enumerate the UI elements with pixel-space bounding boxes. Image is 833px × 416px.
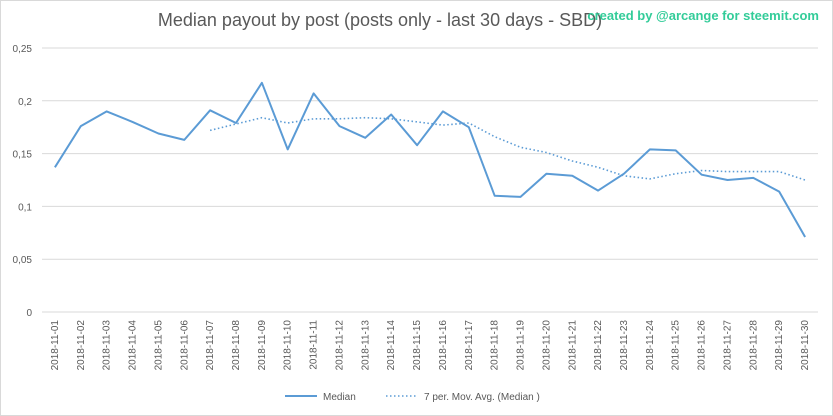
x-tick-label: 2018-11-13 (360, 320, 371, 371)
x-tick-label: 2018-11-12 (334, 320, 345, 371)
x-tick-label: 2018-11-01 (50, 320, 61, 371)
x-tick-label: 2018-11-20 (541, 320, 552, 371)
legend-label: 7 per. Mov. Avg. (Median ) (424, 392, 540, 403)
y-tick-label: 0,15 (13, 150, 33, 161)
x-tick-label: 2018-11-25 (671, 320, 682, 371)
x-tick-label: 2018-11-29 (774, 320, 785, 371)
y-tick-label: 0,1 (18, 202, 32, 213)
y-tick-label: 0,2 (18, 97, 32, 108)
x-tick-label: 2018-11-23 (619, 320, 630, 371)
x-tick-label: 2018-11-17 (464, 320, 475, 371)
x-tick-label: 2018-11-18 (490, 320, 501, 371)
x-tick-label: 2018-11-15 (412, 320, 423, 371)
x-tick-label: 2018-11-27 (722, 320, 733, 371)
chart-title: Median payout by post (posts only - last… (157, 10, 603, 30)
x-tick-label: 2018-11-21 (567, 320, 578, 371)
grid-lines (42, 47, 818, 313)
x-tick-label: 2018-11-24 (645, 320, 656, 371)
x-tick-label: 2018-11-07 (205, 320, 216, 371)
x-tick-label: 2018-11-09 (257, 320, 268, 371)
x-tick-label: 2018-11-03 (102, 320, 113, 371)
y-tick-label: 0,25 (13, 44, 33, 55)
x-tick-label: 2018-11-26 (697, 320, 708, 371)
y-tick-label: 0 (26, 308, 32, 319)
legend-label: Median (323, 392, 356, 403)
x-tick-label: 2018-11-04 (128, 320, 139, 371)
x-tick-label: 2018-11-11 (309, 320, 320, 370)
legend: Median 7 per. Mov. Avg. (Median ) (285, 392, 540, 403)
credit-text: created by @arcange for steemit.com (587, 8, 819, 23)
x-tick-label: 2018-11-10 (283, 320, 294, 371)
x-tick-label: 2018-11-08 (231, 320, 242, 371)
y-tick-label: 0,05 (13, 255, 33, 266)
series-line-moving-average (209, 116, 806, 181)
y-axis-tick-labels: 0 0,05 0,1 0,15 0,2 0,25 (13, 44, 33, 319)
x-tick-label: 2018-11-05 (153, 320, 164, 371)
x-axis-tick-labels: 2018-11-01 2018-11-02 2018-11-03 2018-11-04… (50, 320, 811, 371)
series-lines (54, 81, 806, 238)
x-tick-label: 2018-11-28 (748, 320, 759, 371)
x-tick-label: 2018-11-02 (76, 320, 87, 371)
x-tick-label: 2018-11-06 (179, 320, 190, 371)
x-tick-label: 2018-11-16 (438, 320, 449, 371)
x-tick-label: 2018-11-30 (800, 320, 811, 371)
series-line-median (54, 81, 806, 238)
x-tick-label: 2018-11-22 (593, 320, 604, 371)
x-tick-label: 2018-11-14 (386, 320, 397, 371)
x-tick-label: 2018-11-19 (516, 320, 527, 371)
